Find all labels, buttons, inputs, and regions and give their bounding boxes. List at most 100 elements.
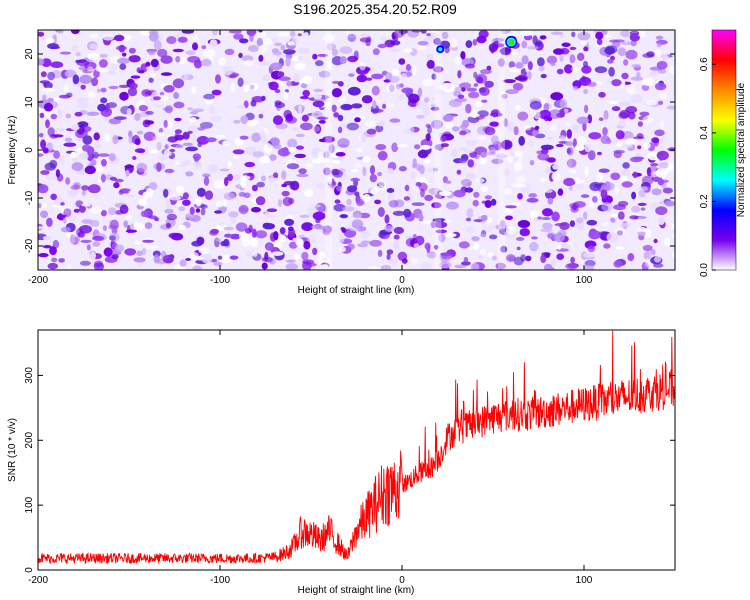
heatmap-cell xyxy=(511,50,518,56)
heatmap-cell xyxy=(434,221,448,229)
heatmap-cell xyxy=(260,135,268,144)
heatmap-cell xyxy=(431,202,442,209)
heatmap-cell xyxy=(283,91,289,101)
heatmap-cell xyxy=(544,189,553,193)
heatmap-cell xyxy=(465,40,473,49)
heatmap-cell xyxy=(647,151,660,161)
heatmap-cell xyxy=(125,194,135,198)
heatmap-cell xyxy=(653,256,662,263)
heatmap-cell xyxy=(154,217,160,222)
heatmap-cell xyxy=(197,127,205,131)
heatmap-cell xyxy=(433,66,444,73)
heatmap-cell xyxy=(317,53,329,57)
heatmap-cell xyxy=(425,133,431,142)
heatmap-cell xyxy=(212,30,218,36)
heatmap-cell xyxy=(287,138,298,149)
heatmap-cell xyxy=(79,74,92,85)
heatmap-cell xyxy=(243,59,253,67)
heatmap-cell xyxy=(52,134,64,138)
heatmap-cell xyxy=(144,222,153,230)
heatmap-cell xyxy=(129,82,138,90)
heatmap-cell xyxy=(239,38,249,44)
heatmap-cell xyxy=(663,237,671,247)
heatmap-cell xyxy=(551,211,560,222)
heatmap-cell xyxy=(306,262,317,267)
heatmap-cell xyxy=(637,216,646,220)
heatmap-cell xyxy=(359,62,366,71)
heatmap-cell xyxy=(42,235,52,241)
heatmap-cell xyxy=(389,48,400,53)
heatmap-cell xyxy=(317,151,324,161)
heatmap-cell xyxy=(216,134,226,138)
heatmap-cell xyxy=(535,111,541,119)
heatmap-cell xyxy=(387,194,395,202)
heatmap-cell xyxy=(138,69,145,74)
heatmap-cell xyxy=(439,190,452,197)
heatmap-cell xyxy=(223,226,234,231)
heatmap-cell xyxy=(102,225,107,232)
heatmap-cell xyxy=(403,48,413,53)
heatmap-cell xyxy=(281,183,288,188)
colorbar-ticks: 0.0 0.2 0.4 0.6 xyxy=(699,57,716,277)
heatmap-cell xyxy=(190,252,199,261)
heatmap-cell xyxy=(491,158,504,165)
heatmap-cell xyxy=(621,72,629,80)
heatmap-cell xyxy=(247,45,259,52)
heatmap-cell xyxy=(318,120,326,124)
heatmap-cell xyxy=(472,39,477,46)
heatmap-cell xyxy=(313,125,321,132)
heatmap-cell xyxy=(489,146,496,155)
heatmap-cell xyxy=(510,151,515,157)
heatmap-cell xyxy=(258,113,264,119)
heatmap-cell xyxy=(572,86,579,91)
heatmap-cell xyxy=(454,264,467,269)
heatmap-cell xyxy=(572,138,577,148)
heatmap-cell xyxy=(260,175,267,182)
heatmap-cell xyxy=(583,211,588,220)
heatmap-cell xyxy=(351,103,363,109)
heatmap-cell xyxy=(622,162,630,169)
heatmap-cell xyxy=(565,263,578,270)
heatmap-cell xyxy=(465,173,476,179)
heatmap-cell xyxy=(606,232,619,243)
heatmap-cell xyxy=(175,144,184,149)
heatmap-cell xyxy=(638,189,646,198)
heatmap-cell xyxy=(411,30,422,33)
heatmap-cell xyxy=(418,182,428,192)
heatmap-cell xyxy=(155,104,165,108)
heatmap-cell xyxy=(575,144,585,152)
heatmap-cell xyxy=(162,254,174,264)
heatmap-cell xyxy=(303,240,311,250)
heatmap-cell xyxy=(433,37,441,46)
heatmap-cell xyxy=(109,219,119,230)
heatmap-cell xyxy=(513,157,519,162)
heatmap-cell xyxy=(76,97,89,102)
heatmap-cell xyxy=(471,236,480,242)
heatmap-cell xyxy=(192,153,202,161)
heatmap-cell xyxy=(377,207,385,217)
heatmap-cell xyxy=(631,63,641,68)
heatmap-cell xyxy=(362,193,371,203)
heatmap-cell xyxy=(444,233,457,238)
heatmap-cell xyxy=(100,173,106,183)
heatmap-cell xyxy=(589,200,595,209)
heatmap-cell xyxy=(473,71,478,79)
heatmap-cell xyxy=(615,185,620,195)
heatmap-cell xyxy=(630,94,643,104)
heatmap-cell xyxy=(479,233,486,237)
heatmap-cell xyxy=(587,150,596,161)
heatmap-cell xyxy=(54,128,67,132)
heatmap-cell xyxy=(439,82,449,91)
heatmap-cell xyxy=(38,253,49,258)
heatmap-cell xyxy=(600,189,608,199)
heatmap-cell xyxy=(64,69,77,78)
heatmap-cell xyxy=(503,118,508,128)
heatmap-cell xyxy=(346,198,352,206)
heatmap-cell xyxy=(251,206,261,213)
heatmap-cell xyxy=(283,109,293,119)
heatmap-cell xyxy=(658,217,665,225)
heatmap-cell xyxy=(526,197,539,203)
heatmap-cell xyxy=(365,77,373,81)
heatmap-cell xyxy=(195,208,201,213)
